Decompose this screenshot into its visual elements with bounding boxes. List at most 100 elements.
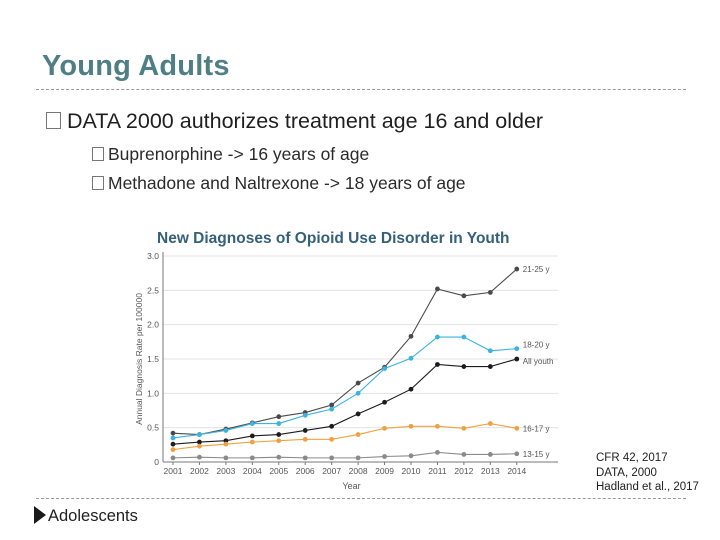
data-point xyxy=(329,406,335,412)
data-point xyxy=(197,454,202,460)
bullet-box-icon xyxy=(92,147,104,161)
data-point xyxy=(276,421,282,426)
series-label: 16-17 y xyxy=(523,424,550,433)
title-divider xyxy=(36,89,686,90)
data-point xyxy=(355,411,361,417)
y-axis-label: Annual Diagnosis Rate per 100000 xyxy=(134,293,144,425)
series-label: 13-15 y xyxy=(523,450,550,459)
data-point xyxy=(514,346,520,352)
bullet-box-icon xyxy=(46,112,61,129)
data-point xyxy=(276,432,282,437)
series-label: All youth xyxy=(523,357,554,366)
data-point xyxy=(197,443,202,449)
data-point xyxy=(170,441,176,447)
citation-hadland: Hadland et al., 2017 xyxy=(596,481,699,493)
x-tick-label: 2006 xyxy=(296,466,315,476)
x-tick-label: 2002 xyxy=(190,466,209,476)
series-18-20-y: 18-20 y xyxy=(170,334,550,441)
data-point xyxy=(276,454,282,460)
x-tick-label: 2008 xyxy=(349,466,368,476)
sub-bullet-methadone: Methadone and Naltrexone -> 18 years of … xyxy=(92,173,466,194)
data-point xyxy=(249,439,255,445)
sub-bullet-text: Buprenorphine -> 16 years of age xyxy=(108,144,370,164)
series-line xyxy=(172,422,517,451)
data-point xyxy=(223,455,229,461)
x-tick-label: 2001 xyxy=(164,466,183,476)
series-line xyxy=(172,336,517,439)
x-tick-label: 2010 xyxy=(402,466,421,476)
data-point xyxy=(408,333,414,339)
data-point xyxy=(302,412,308,418)
data-point xyxy=(197,439,202,445)
data-point xyxy=(197,432,202,437)
data-point xyxy=(382,454,387,459)
x-tick-label: 2012 xyxy=(454,466,473,476)
data-point xyxy=(249,455,255,461)
y-tick-label: 0 xyxy=(154,457,159,467)
data-point xyxy=(276,414,282,420)
citation-cfr: CFR 42, 2017 xyxy=(596,452,668,464)
next-section-link[interactable]: Adolescents xyxy=(34,506,138,526)
data-point xyxy=(329,423,335,429)
series-line xyxy=(172,358,517,445)
data-point xyxy=(435,449,440,455)
data-point xyxy=(514,266,520,272)
x-tick-label: 2011 xyxy=(428,466,447,476)
x-tick-label: 2009 xyxy=(375,466,394,476)
data-point xyxy=(514,356,520,362)
bullet-box-icon xyxy=(92,176,104,190)
data-point xyxy=(435,334,440,340)
data-point xyxy=(408,386,414,392)
data-point xyxy=(435,362,440,367)
data-point xyxy=(355,432,361,437)
sub-bullet-buprenorphine: Buprenorphine -> 16 years of age xyxy=(92,144,369,165)
data-point xyxy=(276,438,282,444)
data-point xyxy=(170,435,176,441)
data-point xyxy=(382,425,387,431)
data-point xyxy=(487,452,493,457)
data-point xyxy=(435,286,440,292)
series-16-17-y: 16-17 y xyxy=(170,421,550,453)
data-point xyxy=(355,455,361,461)
chart-title: New Diagnoses of Opioid Use Disorder in … xyxy=(157,230,510,247)
data-point xyxy=(408,355,414,361)
data-point xyxy=(461,364,467,369)
data-point xyxy=(382,366,387,372)
data-point xyxy=(408,453,414,459)
series-13-15-y: 13-15 y xyxy=(170,449,550,461)
data-point xyxy=(249,421,255,426)
data-point xyxy=(514,425,520,431)
series-line xyxy=(172,268,518,436)
x-tick-label: 2007 xyxy=(322,466,341,476)
data-point xyxy=(329,402,335,408)
data-point xyxy=(223,438,229,444)
citation-data: DATA, 2000 xyxy=(596,466,657,479)
data-point xyxy=(514,451,520,457)
main-bullet: DATA 2000 authorizes treatment age 16 an… xyxy=(46,109,543,134)
data-point xyxy=(302,455,308,461)
series-label: 21-25 y xyxy=(523,265,550,274)
series-all-youth: All youth xyxy=(170,356,554,447)
footer-divider xyxy=(36,498,686,499)
data-point xyxy=(329,436,335,442)
data-point xyxy=(461,425,467,431)
data-point xyxy=(487,421,493,426)
data-point xyxy=(223,428,229,433)
y-tick-label: 1.0 xyxy=(147,388,159,398)
data-point xyxy=(223,441,229,447)
y-tick-label: 2.0 xyxy=(147,320,159,330)
play-triangle-icon xyxy=(34,506,46,524)
x-axis-label: Year xyxy=(342,481,360,491)
main-bullet-text: DATA 2000 authorizes treatment age 16 an… xyxy=(67,109,544,133)
slide-title: Young Adults xyxy=(42,50,230,82)
data-point xyxy=(249,433,255,439)
series-label: 18-20 y xyxy=(523,341,550,350)
data-point xyxy=(170,430,176,436)
data-point xyxy=(487,364,493,369)
data-point xyxy=(461,452,467,457)
citations: CFR 42, 2017 DATA, 2000 Hadland et al., … xyxy=(596,451,699,495)
data-point xyxy=(382,399,387,405)
data-point xyxy=(302,436,308,442)
y-tick-label: 0.5 xyxy=(147,423,159,433)
